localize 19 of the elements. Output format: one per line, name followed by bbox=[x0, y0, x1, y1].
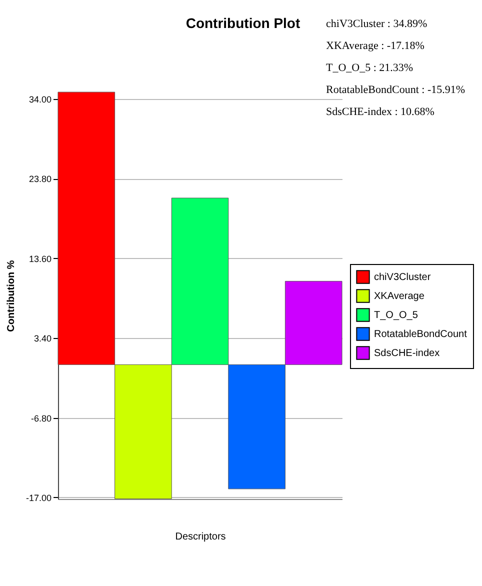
chart-title: Contribution Plot bbox=[186, 15, 300, 31]
text: T_O_O_5 : 21.33% bbox=[326, 62, 414, 74]
y-tick-label: -17.00 bbox=[26, 492, 52, 503]
y-tick-label: 3.40 bbox=[34, 334, 52, 344]
y-tick-label: 13.60 bbox=[28, 254, 52, 264]
text: chiV3Cluster : 34.89% bbox=[326, 18, 428, 30]
legend-label: T_O_O_5 bbox=[374, 310, 418, 321]
legend-label: SdsCHE-index bbox=[374, 348, 440, 359]
y-tick-label: -6.80 bbox=[30, 413, 52, 424]
text: XKAverage : -17.18% bbox=[326, 40, 424, 52]
y-tick-label: 23.80 bbox=[28, 174, 52, 184]
annotation: SdsCHE-index : 10.68% bbox=[326, 106, 434, 118]
x-axis-title: Descriptors bbox=[175, 532, 226, 542]
annotation: RotatableBondCount : -15.91% bbox=[326, 84, 466, 96]
y-axis-title: Contribution % bbox=[6, 260, 17, 332]
y-tick-label: 34.00 bbox=[28, 94, 52, 105]
legend-label: XKAverage bbox=[374, 291, 425, 302]
legend-label: RotatableBondCount bbox=[374, 329, 468, 340]
legend-label: chiV3Cluster bbox=[374, 272, 432, 283]
